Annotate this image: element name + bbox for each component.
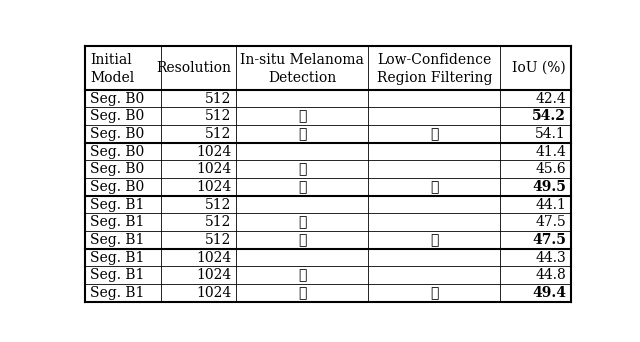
Text: 47.5: 47.5 (535, 215, 566, 229)
Text: ✓: ✓ (430, 127, 438, 141)
Text: ✓: ✓ (430, 180, 438, 194)
Text: 1024: 1024 (196, 162, 232, 176)
Text: 44.3: 44.3 (535, 251, 566, 265)
Text: 512: 512 (205, 215, 232, 229)
Text: Low-Confidence: Low-Confidence (378, 53, 492, 67)
Text: Seg. B1: Seg. B1 (90, 251, 144, 265)
Text: 512: 512 (205, 198, 232, 212)
Text: ✓: ✓ (430, 286, 438, 300)
Text: 512: 512 (205, 233, 232, 247)
Text: 512: 512 (205, 109, 232, 123)
Text: ✓: ✓ (298, 127, 307, 141)
Text: 512: 512 (205, 127, 232, 141)
Text: ✓: ✓ (298, 180, 307, 194)
Text: 44.1: 44.1 (535, 198, 566, 212)
Text: Seg. B1: Seg. B1 (90, 198, 144, 212)
Text: Seg. B0: Seg. B0 (90, 92, 144, 106)
Text: 1024: 1024 (196, 145, 232, 159)
Text: Detection: Detection (268, 71, 337, 85)
Text: Seg. B0: Seg. B0 (90, 162, 144, 176)
Text: Seg. B0: Seg. B0 (90, 180, 144, 194)
Text: In-situ Melanoma: In-situ Melanoma (241, 53, 364, 67)
Text: ✓: ✓ (298, 109, 307, 123)
Text: Resolution: Resolution (156, 61, 232, 75)
Text: Seg. B1: Seg. B1 (90, 233, 144, 247)
Text: Seg. B1: Seg. B1 (90, 286, 144, 300)
Text: Model: Model (90, 71, 134, 85)
Text: Seg. B0: Seg. B0 (90, 109, 144, 123)
Text: 42.4: 42.4 (535, 92, 566, 106)
Text: ✓: ✓ (298, 233, 307, 247)
Text: 41.4: 41.4 (535, 145, 566, 159)
Text: Seg. B1: Seg. B1 (90, 215, 144, 229)
Text: ✓: ✓ (298, 286, 307, 300)
Text: 44.8: 44.8 (535, 268, 566, 282)
Text: IoU (%): IoU (%) (513, 61, 566, 75)
Text: 49.4: 49.4 (532, 286, 566, 300)
Text: 1024: 1024 (196, 268, 232, 282)
Text: 45.6: 45.6 (536, 162, 566, 176)
Text: 1024: 1024 (196, 286, 232, 300)
Text: 47.5: 47.5 (532, 233, 566, 247)
Text: Seg. B1: Seg. B1 (90, 268, 144, 282)
Text: 512: 512 (205, 92, 232, 106)
Text: 54.2: 54.2 (532, 109, 566, 123)
Text: Seg. B0: Seg. B0 (90, 127, 144, 141)
Text: ✓: ✓ (430, 233, 438, 247)
Text: 1024: 1024 (196, 180, 232, 194)
Text: Initial: Initial (90, 53, 132, 67)
Text: Seg. B0: Seg. B0 (90, 145, 144, 159)
Text: ✓: ✓ (298, 268, 307, 282)
Text: ✓: ✓ (298, 162, 307, 176)
Text: ✓: ✓ (298, 215, 307, 229)
Text: 49.5: 49.5 (532, 180, 566, 194)
Text: Region Filtering: Region Filtering (377, 71, 492, 85)
Text: 54.1: 54.1 (535, 127, 566, 141)
Text: 1024: 1024 (196, 251, 232, 265)
